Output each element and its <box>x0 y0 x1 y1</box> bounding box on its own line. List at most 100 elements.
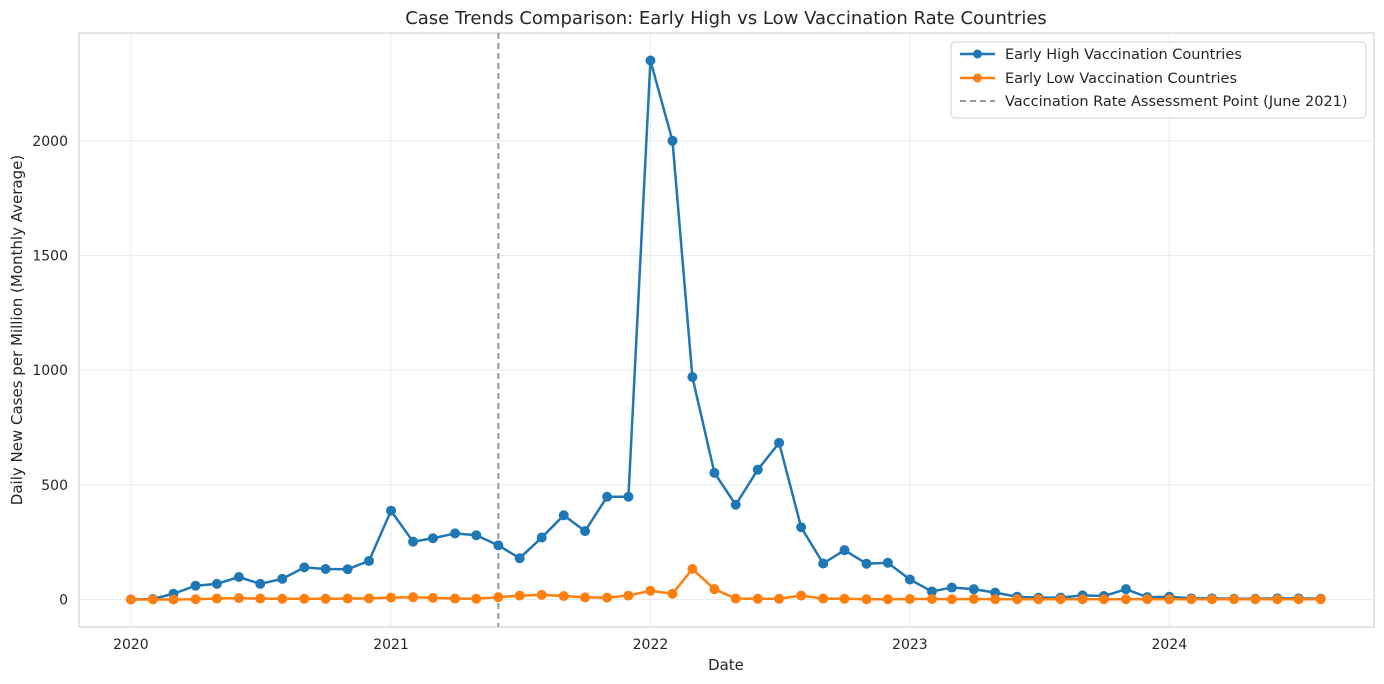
plot-area-frame <box>78 32 1375 628</box>
data-point <box>580 592 591 603</box>
data-point <box>1164 594 1175 605</box>
data-point <box>839 593 850 604</box>
data-point <box>796 522 807 533</box>
data-point <box>1033 594 1044 605</box>
data-point <box>386 592 397 603</box>
data-point <box>861 594 872 605</box>
data-point <box>1206 594 1217 605</box>
data-point <box>233 593 244 604</box>
data-point <box>1186 594 1197 605</box>
data-point <box>602 592 613 603</box>
data-point <box>449 528 460 539</box>
x-axis-ticks: 2020 2021 2022 2023 2024 <box>113 637 1187 653</box>
legend: Early High Vaccination Countries Early L… <box>950 41 1367 119</box>
data-point <box>968 584 979 595</box>
data-point <box>774 437 785 448</box>
data-point <box>299 593 310 604</box>
data-point <box>968 594 979 605</box>
data-point <box>1055 594 1066 605</box>
data-point <box>687 563 698 574</box>
data-point <box>1228 594 1239 605</box>
data-point <box>386 505 397 516</box>
data-point <box>449 593 460 604</box>
data-point <box>709 467 720 478</box>
data-point <box>926 594 937 605</box>
data-point <box>342 564 353 575</box>
data-point <box>168 594 179 605</box>
x-tick-label: 2020 <box>113 637 149 653</box>
legend-label-vline: Vaccination Rate Assessment Point (June … <box>1005 94 1348 110</box>
data-point <box>471 593 482 604</box>
data-point <box>1098 594 1109 605</box>
chart-title: Case Trends Comparison: Early High vs Lo… <box>405 8 1047 29</box>
data-point <box>147 594 158 605</box>
data-point <box>233 572 244 583</box>
data-point <box>623 491 634 502</box>
data-point <box>1142 594 1153 605</box>
data-point <box>320 563 331 574</box>
data-point <box>946 582 957 593</box>
data-point <box>493 592 504 603</box>
data-point <box>752 464 763 475</box>
x-tick-label: 2022 <box>633 637 669 653</box>
x-tick-label: 2023 <box>892 637 928 653</box>
data-point <box>427 533 438 544</box>
data-point <box>818 558 829 569</box>
data-point <box>752 593 763 604</box>
data-point <box>882 594 893 605</box>
data-point <box>190 580 201 591</box>
data-point <box>1272 594 1283 605</box>
data-point <box>536 589 547 600</box>
data-point <box>125 594 136 605</box>
data-point <box>1315 594 1326 605</box>
data-point <box>709 584 720 595</box>
data-point <box>536 532 547 543</box>
data-point <box>882 557 893 568</box>
data-point <box>558 510 569 521</box>
data-point <box>1250 594 1261 605</box>
data-point <box>730 499 741 510</box>
y-tick-label: 0 <box>59 592 68 608</box>
data-point <box>277 573 288 584</box>
y-tick-label: 2000 <box>32 134 68 150</box>
data-point <box>514 553 525 564</box>
data-point <box>255 578 266 589</box>
data-point <box>1077 594 1088 605</box>
data-point <box>408 592 419 603</box>
data-point <box>320 593 331 604</box>
data-point <box>211 578 222 589</box>
data-point <box>1012 594 1023 605</box>
data-point <box>645 55 656 66</box>
data-point <box>471 530 482 541</box>
data-point <box>623 590 634 601</box>
data-point <box>514 590 525 601</box>
data-point <box>904 594 915 605</box>
grid-lines <box>79 33 1374 627</box>
data-point <box>861 558 872 569</box>
x-axis-label: Date <box>708 656 744 674</box>
data-point <box>645 585 656 596</box>
data-point <box>580 526 591 537</box>
data-point <box>299 562 310 573</box>
series-low <box>125 563 1326 605</box>
data-point <box>255 593 266 604</box>
data-point <box>190 594 201 605</box>
data-point <box>667 135 678 146</box>
data-point <box>493 540 504 551</box>
legend-marker-low <box>973 73 982 83</box>
y-tick-label: 500 <box>41 478 68 494</box>
y-tick-label: 1000 <box>32 363 68 379</box>
data-point <box>558 591 569 602</box>
y-axis-ticks: 0 500 1000 1500 2000 <box>32 134 68 609</box>
legend-marker-high <box>973 49 982 59</box>
y-axis-label: Daily New Cases per Million (Monthly Ave… <box>8 155 26 505</box>
data-point <box>990 594 1001 605</box>
data-point <box>427 592 438 603</box>
y-tick-label: 1500 <box>32 248 68 264</box>
data-point <box>602 491 613 502</box>
legend-label-high: Early High Vaccination Countries <box>1005 47 1242 63</box>
data-point <box>774 593 785 604</box>
data-point <box>342 593 353 604</box>
data-point <box>1120 594 1131 605</box>
